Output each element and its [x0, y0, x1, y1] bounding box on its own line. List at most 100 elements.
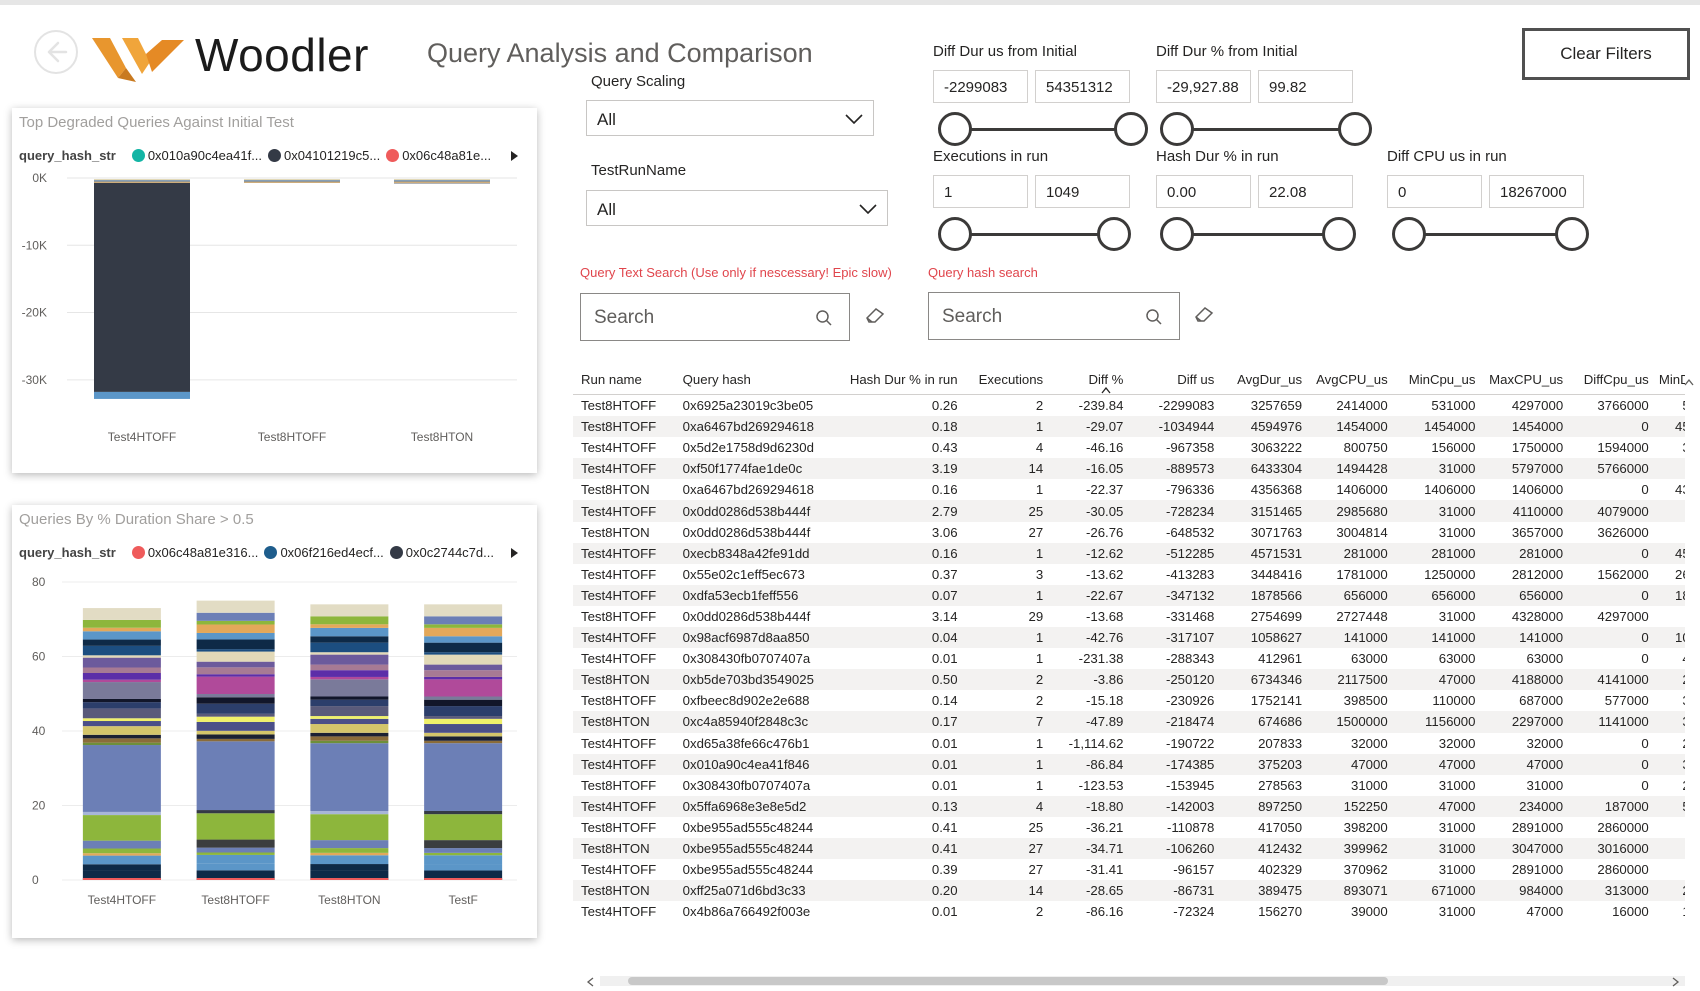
scroll-up-icon[interactable]: [1684, 378, 1694, 386]
column-header[interactable]: Executions: [978, 371, 1044, 387]
diff-dur-us-min-input[interactable]: -2299083: [933, 70, 1028, 103]
diff-dur-pct-max-handle[interactable]: [1338, 112, 1372, 146]
diff-cpu-max-input[interactable]: 18267000: [1489, 175, 1584, 208]
table-row[interactable]: Test4HTOFF 0xdfa53ecb1feff556 0.07 1 -22.67 -…: [573, 584, 1685, 606]
column-header[interactable]: AvgCPU_us: [1316, 371, 1388, 387]
legend-item[interactable]: 0x06c48a81e...: [402, 148, 492, 163]
table-row[interactable]: Test4HTOFF 0x5ffa6968e3e8e5d2 0.13 4 -18.80 -…: [573, 795, 1685, 817]
table-cell: 4141000: [1597, 672, 1649, 688]
table-cell: -46.16: [1086, 440, 1124, 456]
legend-item[interactable]: 0x06f216ed4ecf...: [280, 545, 384, 560]
table-cell: Test8HTOFF: [581, 777, 657, 793]
table-row[interactable]: Test8HTOFF 0xbe955ad555c48244 0.41 25 -36.21…: [573, 817, 1685, 838]
horizontal-scrollbar-thumb[interactable]: [628, 977, 1388, 985]
bar-segment: [82, 631, 161, 640]
scroll-right-icon[interactable]: [1672, 977, 1680, 987]
table-row[interactable]: Test4HTOFF 0xecb8348a42fe91dd 0.16 1 -12.62 -…: [573, 542, 1685, 564]
table-row[interactable]: Test8HTON 0xc4a85940f2848c3c 0.17 7 -47.89 -2…: [573, 711, 1685, 733]
table-row[interactable]: Test4HTOFF 0x010a90c4ea41f846 0.01 1 -86.84 -…: [573, 753, 1685, 775]
sort-ascending-icon[interactable]: [1101, 387, 1111, 394]
table-cell: 41: [1655, 648, 1685, 669]
table-row[interactable]: Test4HTOFF 0xd65a38fe66c476b1 0.01 1 -1,114.…: [573, 733, 1685, 754]
table-row[interactable]: Test4HTOFF 0x5d2e1758d9d6230d 0.43 4 -46.16 -…: [573, 437, 1685, 458]
table-cell: 1250000: [1424, 566, 1476, 582]
table-cell: 4356368: [1250, 482, 1303, 498]
table-cell: 31000: [1438, 841, 1476, 857]
diff-dur-us-max-input[interactable]: 54351312: [1035, 70, 1130, 103]
query-hash-search-placeholder: Search: [942, 306, 1003, 327]
legend-item[interactable]: 0x0c2744c7d...: [405, 545, 494, 560]
table-row[interactable]: Test4HTOFF 0xbe955ad555c48244 0.39 27 -31.41…: [573, 859, 1685, 880]
clear-filters-button[interactable]: Clear Filters: [1522, 28, 1690, 80]
bar-segment: [196, 632, 275, 640]
table-cell: 264: [1674, 566, 1685, 582]
query-scaling-label: Query Scaling: [591, 73, 686, 90]
executions-min-input[interactable]: 1: [933, 175, 1028, 208]
table-row[interactable]: Test4HTOFF 0x4b86a766492f003e 0.01 2 -86.16 -…: [573, 901, 1685, 922]
diff-dur-us-max-handle[interactable]: [1114, 112, 1148, 146]
table-row[interactable]: Test8HTON 0x0dd0286d538b444f 3.06 27 -26.76 -…: [573, 522, 1685, 543]
legend-item[interactable]: 0x06c48a81e316...: [147, 545, 259, 560]
table-cell: 577000: [1604, 693, 1649, 709]
diff-dur-pct-min-input[interactable]: -29,927.88: [1156, 70, 1251, 103]
column-header[interactable]: MinCpu_us: [1408, 371, 1476, 387]
hash-dur-pct-min-input[interactable]: 0.00: [1156, 175, 1251, 208]
column-header[interactable]: Query hash: [682, 371, 751, 387]
eraser-icon[interactable]: [864, 306, 886, 324]
diff-cpu-min-input[interactable]: 0: [1387, 175, 1482, 208]
table-cell: 0.41: [931, 841, 958, 857]
column-header[interactable]: Run name: [581, 371, 642, 387]
table-row[interactable]: Test4HTOFF 0xf50f1774fae1de0c 3.19 14 -16.05…: [573, 458, 1685, 480]
column-header[interactable]: Hash Dur % in run: [849, 371, 958, 387]
column-header[interactable]: MinDu: [1658, 371, 1685, 387]
diff-dur-pct-max-input[interactable]: 99.82: [1258, 70, 1353, 103]
table-cell: 1058627: [1250, 630, 1303, 646]
table-row[interactable]: Test8HTON 0xbe955ad555c48244 0.41 27 -34.71 -…: [573, 837, 1685, 860]
eraser-icon[interactable]: [1193, 305, 1215, 323]
table-row[interactable]: Test8HTOFF 0xfbeec8d902e2e688 0.14 2 -15.18 -…: [573, 690, 1685, 711]
bar-segment: [196, 651, 275, 662]
diff-cpu-max-handle[interactable]: [1555, 217, 1589, 251]
table-row[interactable]: Test8HTOFF 0x0dd0286d538b444f 3.14 29 -13.68…: [573, 606, 1685, 627]
table-cell: 2: [1655, 500, 1685, 521]
legend-item[interactable]: 0x010a90c4ea41f...: [147, 148, 263, 163]
table-row[interactable]: Test8HTON 0xb5de703bd3549025 0.50 2 -3.86 -25…: [573, 669, 1685, 691]
table-row[interactable]: Test8HTON 0xff25a071d6bd3c33 0.20 14 -28.65 -…: [573, 880, 1685, 902]
table-cell: 0x0dd0286d538b444f: [682, 524, 811, 540]
table-row[interactable]: Test8HTOFF 0xa6467bd269294618 0.18 1 -29.07 -…: [573, 416, 1685, 438]
diff-dur-pct-min-handle[interactable]: [1160, 112, 1194, 146]
test-run-name-value: All: [597, 200, 616, 219]
bar-segment: [82, 870, 161, 880]
legend-next-arrow-icon[interactable]: [509, 547, 519, 559]
table-row[interactable]: Test4HTOFF 0x98acf6987d8aa850 0.04 1 -42.76 -…: [573, 627, 1685, 649]
executions-min-handle[interactable]: [938, 217, 972, 251]
query-text-search-input[interactable]: Search: [580, 293, 850, 341]
scroll-left-icon[interactable]: [586, 977, 594, 987]
table-cell: 0.01: [931, 651, 958, 667]
table-row[interactable]: Test4HTOFF 0x0dd0286d538b444f 2.79 25 -30.05…: [573, 500, 1685, 522]
table-cell: 417050: [1258, 819, 1303, 835]
column-header[interactable]: AvgDur_us: [1237, 371, 1303, 387]
table-row[interactable]: Test4HTOFF 0x55e02c1eff5ec673 0.37 3 -13.62 -…: [573, 564, 1685, 585]
hash-dur-pct-max-input[interactable]: 22.08: [1258, 175, 1353, 208]
table-row[interactable]: Test8HTOFF 0x308430fb0707407a 0.01 1 -123.53…: [573, 775, 1685, 796]
hash-dur-pct-max-handle[interactable]: [1322, 217, 1356, 251]
table-row[interactable]: Test8HTOFF 0x6925a23019c3be05 0.26 2 -239.84…: [573, 395, 1685, 417]
executions-max-input[interactable]: 1049: [1035, 175, 1130, 208]
legend-next-arrow-icon[interactable]: [509, 150, 519, 162]
column-header[interactable]: DiffCpu_us: [1583, 371, 1649, 387]
query-hash-search-input[interactable]: Search: [928, 292, 1180, 340]
test-run-name-dropdown[interactable]: All: [586, 190, 888, 226]
column-header[interactable]: Diff us: [1177, 371, 1215, 387]
executions-max-handle[interactable]: [1097, 217, 1131, 251]
diff-dur-us-min-handle[interactable]: [938, 112, 972, 146]
column-header[interactable]: MaxCPU_us: [1489, 371, 1564, 387]
table-row[interactable]: Test8HTON 0xa6467bd269294618 0.16 1 -22.37 -7…: [573, 479, 1685, 500]
table-row[interactable]: Test4HTOFF 0x308430fb0707407a 0.01 1 -231.38…: [573, 648, 1685, 669]
back-button[interactable]: [34, 30, 78, 74]
diff-cpu-min-handle[interactable]: [1392, 217, 1426, 251]
hash-dur-pct-min-handle[interactable]: [1160, 217, 1194, 251]
query-scaling-dropdown[interactable]: All: [586, 100, 874, 136]
column-header[interactable]: Diff %: [1088, 371, 1124, 387]
legend-item[interactable]: 0x04101219c5...: [284, 148, 381, 163]
